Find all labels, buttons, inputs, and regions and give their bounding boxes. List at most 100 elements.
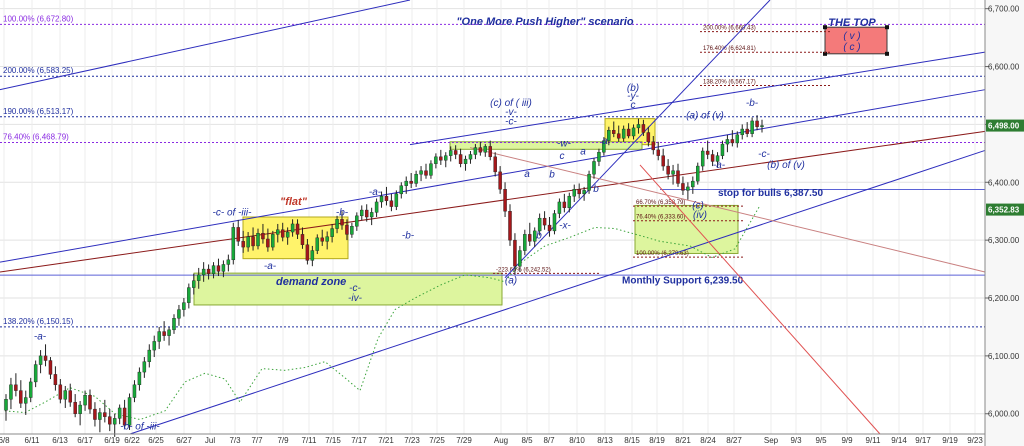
- candle-body-119: [592, 161, 596, 175]
- candle-body-80: [399, 185, 404, 195]
- candle-body-89: [444, 155, 448, 161]
- small-fib-label-4: 76.40% (6,333.60): [636, 215, 685, 221]
- candle-body-21: [108, 416, 112, 425]
- candle-body-122: [607, 129, 611, 141]
- candle-body-142: [705, 150, 710, 155]
- candle-body-128: [636, 124, 641, 129]
- candle-body-70: [350, 226, 354, 235]
- candle-body-93: [463, 158, 468, 164]
- candle-body-1: [9, 384, 13, 400]
- x-tick-label-4: 6/19: [104, 436, 120, 445]
- wave-label-13: c: [560, 151, 565, 162]
- candle-body-126: [626, 128, 631, 137]
- channel-top-outer: [0, 0, 411, 91]
- wave-label-12: -w-: [557, 138, 572, 149]
- candle-body-62: [310, 250, 315, 261]
- zones: [193, 25, 889, 306]
- x-tick-label-24: 8/15: [624, 436, 640, 445]
- candle-body-81: [404, 180, 408, 186]
- candle-body-111: [552, 213, 557, 232]
- grid: [0, 0, 985, 434]
- wave-label-9: (c) of ( iii): [490, 98, 532, 109]
- candle-body-114: [567, 195, 572, 208]
- candle-body-139: [691, 180, 695, 188]
- x-tick-label-33: 9/11: [866, 436, 882, 445]
- x-tick-label-30: 9/3: [790, 436, 802, 445]
- candle-body-41: [206, 268, 211, 274]
- key-level-label-0: stop for bulls 6,387.50: [718, 188, 823, 199]
- wave-label-17: b: [593, 184, 599, 195]
- candle-body-103: [513, 239, 517, 267]
- candle-body-58: [290, 223, 295, 233]
- y-tick-label-5: 6,200.00: [988, 294, 1020, 303]
- candle-body-125: [621, 128, 626, 139]
- x-tick-label-25: 8/19: [649, 436, 665, 445]
- candle-body-130: [646, 132, 651, 142]
- candle-body-27: [137, 371, 142, 386]
- candle-body-74: [369, 212, 374, 218]
- candle-body-135: [671, 170, 675, 175]
- fib-label-2: 190.00% (6,513.17): [3, 107, 74, 116]
- x-tick-label-16: 7/23: [404, 436, 420, 445]
- wave-label-31: (iv): [693, 210, 707, 221]
- x-tick-label-22: 8/10: [569, 436, 585, 445]
- candle-body-149: [740, 128, 744, 136]
- candle-body-23: [117, 407, 122, 419]
- candle-body-47: [236, 227, 240, 242]
- small-fib-label-1: 176.40% (6,624.81): [703, 46, 756, 52]
- candle-body-40: [201, 268, 206, 276]
- candle-body-115: [572, 189, 576, 197]
- wave-label-8: -b-: [402, 230, 415, 241]
- candle-body-36: [182, 302, 186, 310]
- candle-body-76: [379, 195, 384, 203]
- candle-body-79: [394, 193, 399, 207]
- candle-body-116: [577, 189, 581, 195]
- candle-body-140: [696, 165, 700, 182]
- candle-body-24: [122, 407, 127, 426]
- candle-body-28: [142, 361, 147, 373]
- top-box-title: THE TOP: [828, 17, 876, 29]
- candle-body-148: [735, 134, 740, 144]
- fib-label-1: 200.00% (6,583.25): [3, 66, 74, 75]
- price-marker-label-0: 6,498.00: [988, 122, 1020, 131]
- candle-body-67: [335, 219, 339, 229]
- candle-body-42: [211, 265, 216, 274]
- x-tick-label-6: 6/25: [148, 436, 164, 445]
- candle-body-16: [83, 395, 87, 406]
- fib-label-3: 76.40% (6,468.79): [3, 132, 69, 141]
- channel-upper: [0, 89, 986, 263]
- candle-body-46: [231, 227, 236, 261]
- wave-label-7: -a-: [369, 187, 382, 198]
- fib-label-0: 100.00% (6,672.80): [3, 14, 74, 23]
- wave-label-0: -a-: [34, 332, 47, 343]
- wave-label-14: a: [524, 169, 530, 180]
- candle-body-109: [542, 217, 547, 226]
- top-box-handle-1: [885, 25, 889, 30]
- channel-mid: [0, 130, 986, 273]
- wave-label-20: b: [549, 170, 555, 181]
- small-fib-label-0: 200.00% (6,660.43): [703, 26, 756, 32]
- wave-label-18: -x-: [559, 221, 571, 232]
- candle-body-88: [439, 156, 443, 161]
- candle-body-120: [597, 151, 601, 162]
- small-fib-label-5: 100.00% (6,270.63): [636, 251, 689, 257]
- candle-body-37: [187, 287, 191, 303]
- wave-label-30: (c): [692, 200, 704, 211]
- wave-label-26: -b-: [746, 98, 759, 109]
- x-tick-label-34: 9/14: [891, 436, 907, 445]
- candle-body-48: [241, 241, 245, 248]
- candle-body-3: [19, 390, 23, 404]
- candle-body-61: [305, 244, 310, 261]
- wave-label-22: -y-: [627, 91, 639, 102]
- candle-body-96: [478, 147, 483, 153]
- x-tick-label-36: 9/19: [942, 436, 958, 445]
- candle-body-85: [424, 170, 428, 176]
- top-box-handle-0: [823, 25, 827, 30]
- candle-body-133: [661, 155, 665, 167]
- candle-body-63: [315, 237, 320, 251]
- x-tick-label-1: 6/11: [25, 436, 41, 445]
- candle-body-35: [177, 309, 181, 319]
- candle-body-72: [360, 209, 364, 217]
- candle-body-14: [73, 401, 77, 414]
- candle-body-10: [53, 374, 58, 386]
